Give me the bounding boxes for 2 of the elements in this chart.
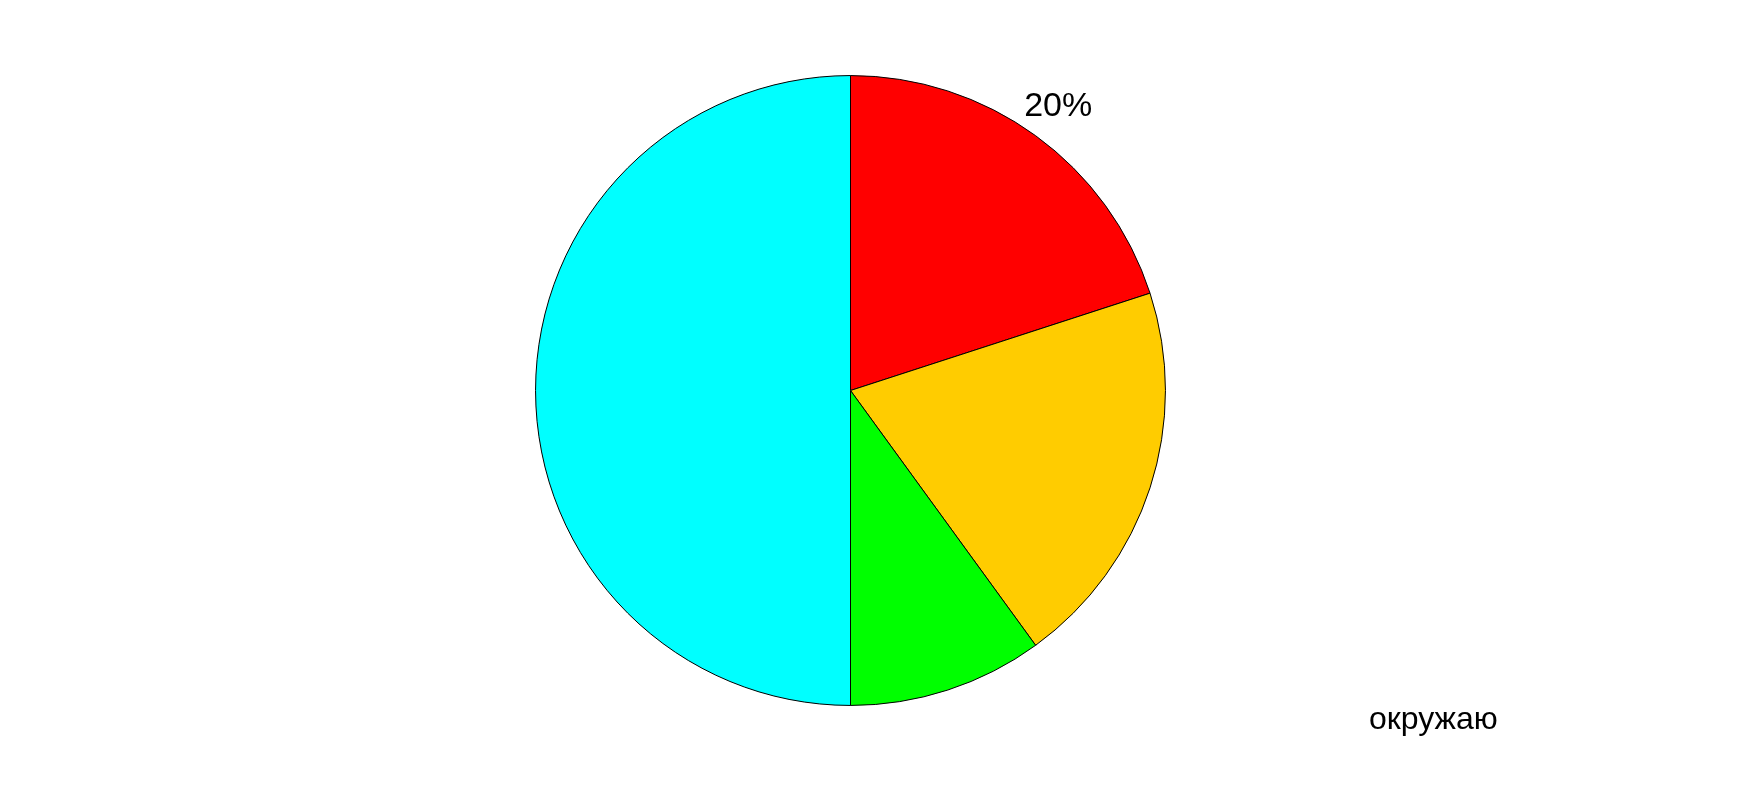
data-label: 20% [1024,84,1093,123]
text: окружаю [1369,699,1498,736]
